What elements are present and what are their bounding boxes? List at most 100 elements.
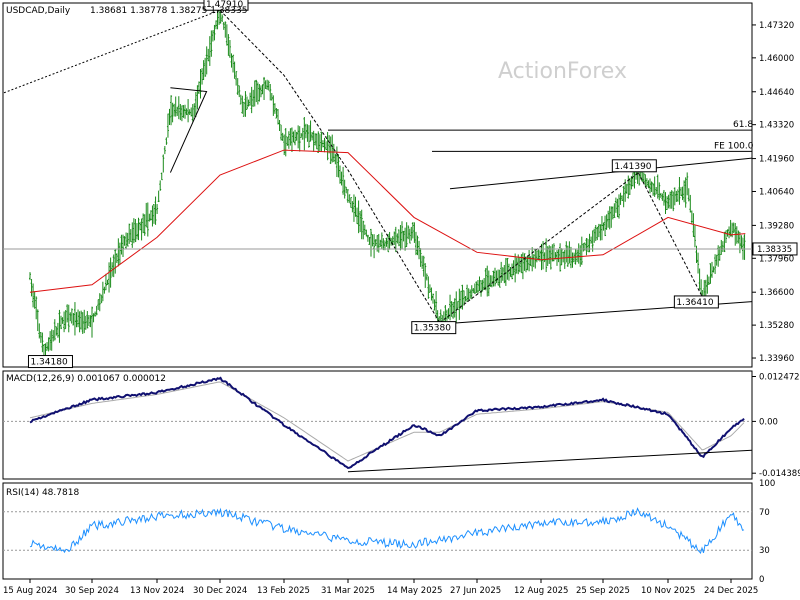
price-bar [38,323,41,339]
price-bar [275,108,278,119]
price-bar [278,120,281,131]
price-bar [414,231,417,256]
price-bar [91,306,93,338]
price-bar [187,99,190,123]
price-bar [359,210,362,233]
price-bar [314,133,317,146]
macd-pane: MACD(12,26,9) 0.001067 0.000012 0.012472 0… [2,370,800,480]
time-axis-label: 24 Dec 2025 [704,586,758,596]
price-bar [334,153,337,165]
price-bar [315,133,318,150]
price-bar [273,103,276,114]
price-bar [83,309,86,334]
price-bar [647,180,650,189]
price-bar [256,82,259,105]
price-bar [512,260,515,276]
price-bar [732,222,735,234]
price-bar [210,30,213,57]
price-bar [325,141,328,151]
current-price-box [752,242,798,256]
price-bar [596,227,599,241]
price-bar [134,218,137,243]
price-bar [616,198,619,218]
price-bar [627,175,630,199]
price-bar [160,172,163,181]
price-bar [461,284,464,310]
price-bar [346,189,349,203]
price-bar [707,276,710,285]
price-bar [405,222,408,247]
macd-axis-label: 0.012472 [759,373,800,383]
price-bar [125,232,128,250]
price-bar [428,284,431,293]
price-axis-label: 1.41960 [759,155,794,165]
price-bar [655,186,658,195]
price-bar [599,224,602,241]
price-bar [53,319,56,341]
price-bar [628,177,631,195]
price-bar [64,310,67,330]
price-bar [170,95,173,126]
price-bar [721,241,724,252]
price-bar [506,258,509,280]
price-bar [618,194,620,219]
watermark-logo: ActionForex [498,59,627,84]
price-bar [137,217,140,241]
price-point-box [411,321,457,335]
price-bar [261,84,264,95]
price-bar [326,131,329,161]
price-bar [215,20,217,30]
price-bar [604,215,607,237]
price-bar [180,105,183,122]
price-bar [55,326,58,336]
price-bar [340,171,343,186]
price-bar [66,304,69,323]
price-bar [122,234,124,257]
rsi-pane: RSI(14) 48.7818 100 70 30 0 [2,479,775,585]
chart-title: USDCAD,Daily [6,6,71,16]
price-bar [360,209,363,240]
price-bar [481,279,484,292]
time-axis-label: 27 Jun 2025 [450,586,501,596]
price-bar [32,283,35,308]
moving-average-line [29,149,746,293]
price-bar [145,202,148,228]
price-bar [487,270,490,297]
price-bar [433,299,436,311]
price-bar [46,342,49,351]
time-axis-label: 13 Nov 2024 [130,586,184,596]
price-bar [416,235,419,256]
price-bar [611,206,614,220]
price-bar [401,221,403,250]
price-bar [681,186,684,201]
price-bar [686,172,689,196]
price-bar [385,237,388,247]
price-bar [413,222,416,243]
price-bar [605,214,608,230]
price-bar [304,123,307,139]
price-bar [368,236,371,245]
price-bar [380,232,383,250]
price-bar [123,236,126,246]
price-bar [281,132,284,141]
macd-axis-label: 0.00 [759,417,778,427]
price-bar [653,176,656,197]
price-bar [264,80,267,89]
price-bar [106,279,109,285]
price-bar [514,253,517,283]
dashed-pullback-line [637,172,703,298]
price-bar [594,224,597,241]
price-bar [435,290,438,319]
price-bar [525,256,527,273]
price-bar [213,24,216,41]
price-bar [78,311,81,333]
price-bar [63,311,66,333]
rsi-axis-label: 0 [759,575,764,585]
price-point-label: 1.34180 [30,358,67,368]
price-bar [373,234,376,259]
price-bar [97,299,100,310]
price-bar [625,183,628,194]
time-axis-label: 10 Nov 2025 [641,586,695,596]
price-bar [202,60,205,81]
